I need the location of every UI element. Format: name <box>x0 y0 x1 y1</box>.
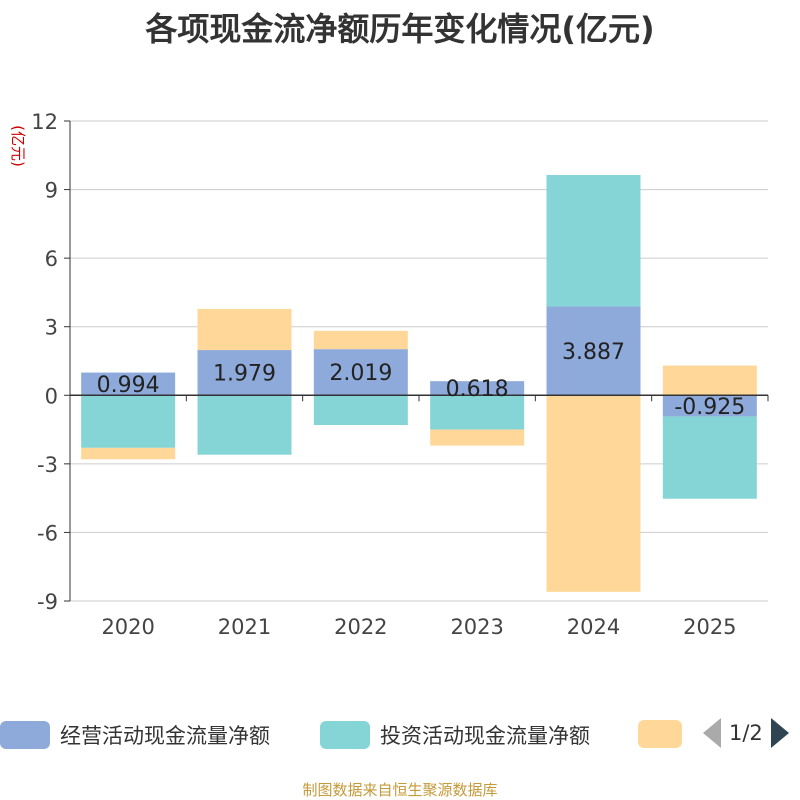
legend-label-investing: 投资活动现金流量净额 <box>380 724 590 748</box>
chart-title: 各项现金流净额历年变化情况(亿元) <box>145 10 655 48</box>
legend-item-third-series[interactable] <box>638 720 682 748</box>
bar-third-series-2023 <box>430 429 525 446</box>
axes <box>64 120 769 602</box>
y-tick-label: -6 <box>37 521 58 545</box>
chart-plot: 12 9 6 3 0 -3 -6 -9 2020 2021 2022 2023 2024 2025 0.99… <box>9 110 769 639</box>
legend-label-operating: 经营活动现金流量净额 <box>60 724 270 748</box>
data-label: 0.618 <box>446 377 509 402</box>
data-label: 0.994 <box>97 373 160 398</box>
data-label: 2.019 <box>329 361 392 386</box>
source-note: 制图数据来自恒生聚源数据库 <box>302 781 498 799</box>
legend: 经营活动现金流量净额 投资活动现金流量净额 1/2 <box>0 712 800 756</box>
data-label: -0.925 <box>674 395 745 420</box>
y-tick-label: 6 <box>45 247 58 271</box>
bar-third-series-2021 <box>197 308 292 351</box>
x-tick-label: 2020 <box>101 615 154 639</box>
grid-lines <box>70 120 768 602</box>
bar-third-series-2024 <box>546 395 641 592</box>
data-label: 3.887 <box>562 340 625 365</box>
y-tick-label: -9 <box>37 590 58 614</box>
bar-investing-2025 <box>662 416 757 499</box>
legend-page-indicator: 1/2 <box>729 721 763 745</box>
bar-operating-2022 <box>313 349 408 396</box>
bar-third-series-2022 <box>313 330 408 350</box>
bar-operating-2020 <box>81 372 176 396</box>
bar-operating-2025 <box>662 395 757 417</box>
x-tick-label: 2021 <box>218 615 271 639</box>
labels: 12 9 6 3 0 -3 -6 -9 2020 2021 2022 2023 2024 2025 0.99… <box>31 110 745 639</box>
y-tick-label: 3 <box>45 316 58 340</box>
y-tick-label: -3 <box>37 453 58 477</box>
legend-swatch-operating <box>0 721 50 749</box>
bar-investing-2021 <box>197 395 292 455</box>
legend-item-operating[interactable]: 经营活动现金流量净额 <box>0 720 270 750</box>
bar-operating-2023 <box>430 381 525 396</box>
y-tick-label: 12 <box>31 110 58 134</box>
bar-investing-2023 <box>430 395 525 430</box>
bar-operating-2021 <box>197 350 292 396</box>
x-tick-label: 2023 <box>450 615 503 639</box>
data-label: 1.979 <box>213 362 276 387</box>
legend-swatch-third-series <box>638 720 682 748</box>
y-axis-title: (亿元) <box>9 125 27 167</box>
bar-third-series-2025 <box>662 365 757 396</box>
legend-swatch-investing <box>320 721 370 749</box>
bars <box>81 175 757 592</box>
legend-prev-icon[interactable] <box>703 718 721 748</box>
x-tick-label: 2022 <box>334 615 387 639</box>
y-tick-label: 9 <box>45 179 58 203</box>
bar-investing-2020 <box>81 395 176 448</box>
y-tick-label: 0 <box>45 384 58 408</box>
bar-investing-2022 <box>313 395 408 425</box>
bar-third-series-2020 <box>81 447 176 460</box>
x-tick-label: 2024 <box>567 615 620 639</box>
legend-pager: 1/2 <box>703 718 789 748</box>
x-tick-label: 2025 <box>683 615 736 639</box>
legend-next-icon[interactable] <box>770 718 789 748</box>
legend-item-investing[interactable]: 投资活动现金流量净额 <box>320 720 590 750</box>
bar-operating-2024 <box>546 306 641 396</box>
bar-investing-2024 <box>546 175 641 307</box>
